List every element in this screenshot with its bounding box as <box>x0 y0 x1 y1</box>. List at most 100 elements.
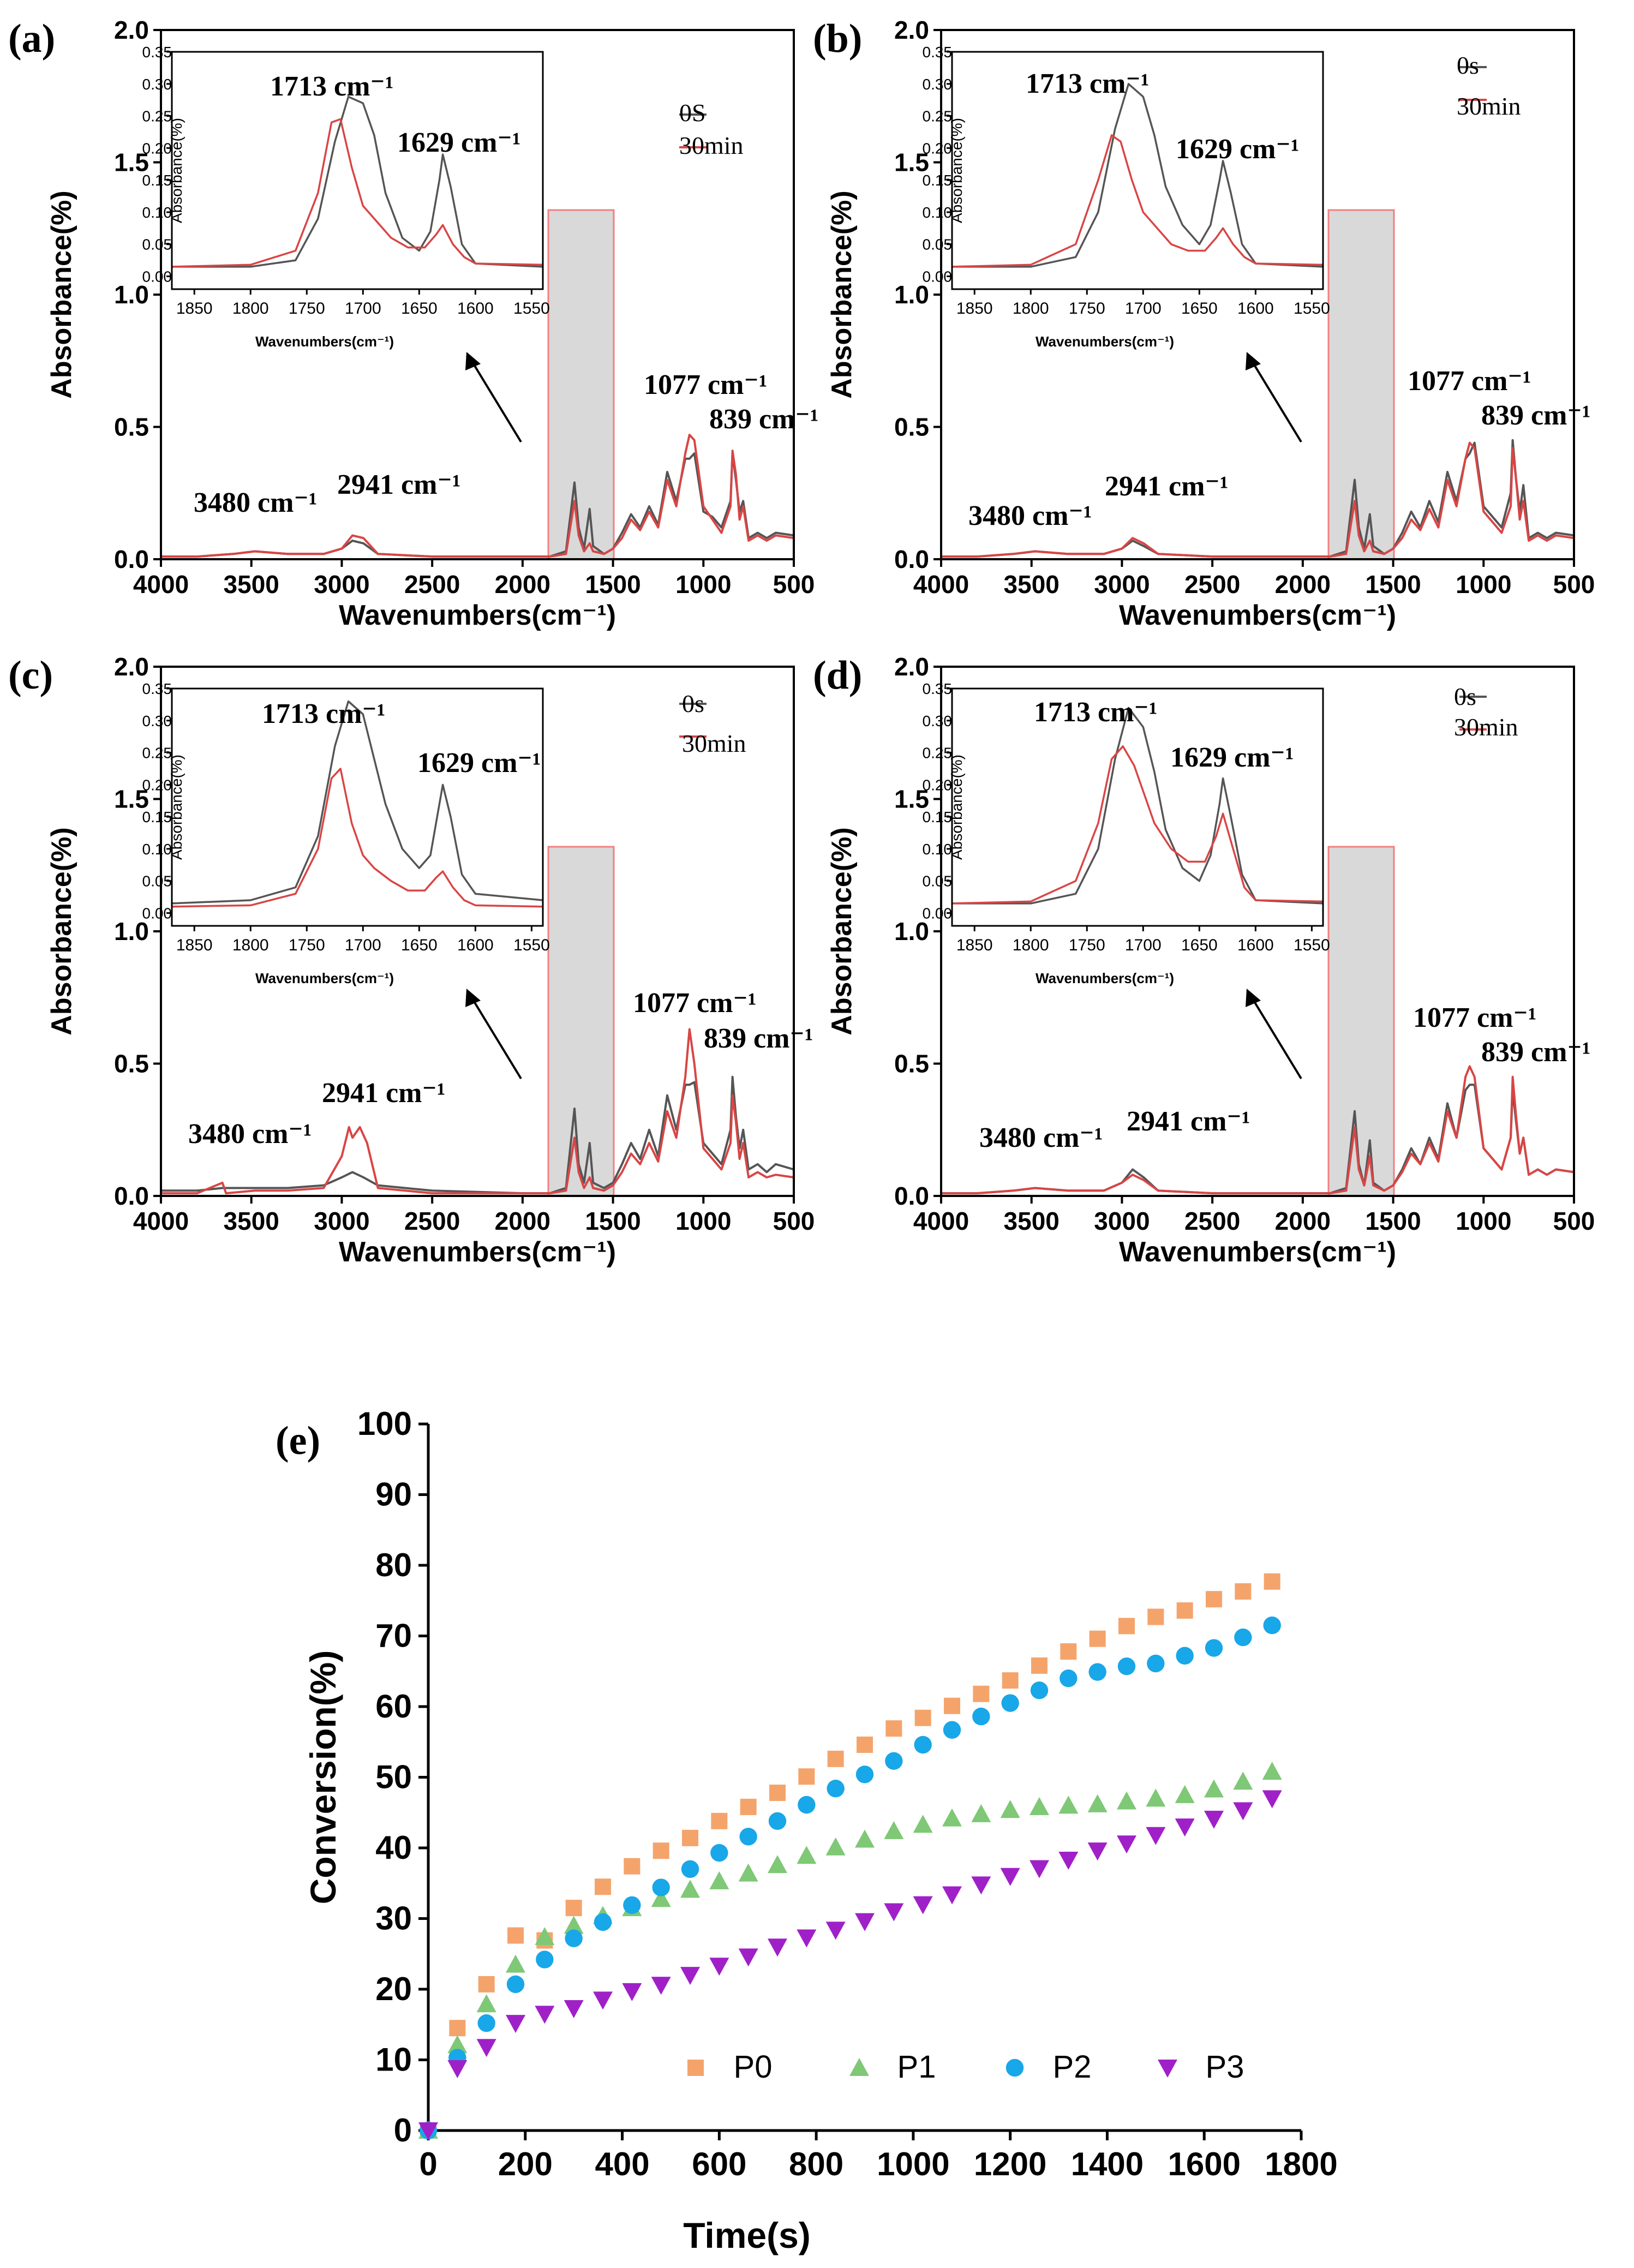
inset-background <box>172 52 543 289</box>
data-point-P1 <box>971 1804 991 1822</box>
data-point-P0 <box>1147 1608 1164 1625</box>
data-point-P0 <box>740 1798 757 1815</box>
panel-e: (e) 0 200 400 600 800 1000 1200 1400 1600 1800 0 10… <box>276 1405 1338 2255</box>
inset-x-tick-label: 1800 <box>1013 936 1049 954</box>
inset-y-tick-label: 0.05 <box>923 873 953 890</box>
inset-x-axis-title: Wavenumbers(cm⁻¹) <box>255 333 394 350</box>
series-line-0s <box>161 1075 794 1195</box>
y-tick-label: 0.5 <box>894 1050 929 1078</box>
inset-x-tick-label: 1800 <box>232 936 269 954</box>
inset-series-line-0s <box>952 707 1324 905</box>
inset-y-tick-label: 0.00 <box>142 268 172 285</box>
peak-label-2941: 2941 cm⁻¹ <box>1105 471 1228 502</box>
panel-d: (d) 4000 3500 3000 2500 2000 1500 1000 500 0.0 0.… <box>813 653 1595 1268</box>
peak-label-839: 839 cm⁻¹ <box>1481 1037 1590 1068</box>
inset-peak-label-1713: 1713 cm⁻¹ <box>1034 697 1157 728</box>
legend-label-30min: 30min <box>1457 92 1521 120</box>
y-tick-label: 1.0 <box>894 280 929 309</box>
y-tick-label: 0.5 <box>114 1050 149 1078</box>
inset-y-tick-label: 0.25 <box>142 745 172 762</box>
data-point-P3 <box>913 1896 933 1914</box>
y-tick-label: 0.0 <box>894 1182 929 1210</box>
inset-peak-label-1629: 1629 cm⁻¹ <box>397 127 520 158</box>
data-point-P2 <box>739 1828 757 1846</box>
y-tick-label: 1.0 <box>894 917 929 946</box>
inset-y-tick-label: 0.00 <box>923 905 953 921</box>
inset-series-line-30min <box>171 118 543 268</box>
data-point-P0 <box>857 1736 873 1753</box>
highlight-region <box>1327 846 1395 1197</box>
inset-x-tick-label: 1600 <box>1237 300 1274 318</box>
x-tick-label: 3500 <box>1004 570 1060 599</box>
data-point-P2 <box>1205 1639 1223 1657</box>
data-point-P1 <box>797 1846 817 1864</box>
x-tick-label: 3000 <box>314 1207 369 1235</box>
peak-label-1077: 1077 cm⁻¹ <box>1413 1002 1536 1033</box>
data-point-P0 <box>449 2020 466 2037</box>
data-point-P3 <box>855 1913 875 1931</box>
data-point-P3 <box>1204 1810 1224 1829</box>
series-line-30min <box>161 434 794 558</box>
data-point-P1 <box>1117 1791 1136 1810</box>
data-point-P1 <box>855 1829 875 1848</box>
x-tick-label: 500 <box>1553 1207 1595 1235</box>
inset-y-tick-label: 0.00 <box>142 905 172 921</box>
data-point-P1 <box>1146 1788 1166 1807</box>
peak-label-839: 839 cm⁻¹ <box>709 404 818 435</box>
inset-x-tick-label: 1650 <box>401 300 438 318</box>
x-tick-label: 400 <box>595 2146 650 2182</box>
x-tick-label: 4000 <box>133 1207 189 1235</box>
inset-x-tick-label: 1750 <box>289 936 325 954</box>
inset-x-tick-label: 1700 <box>1125 936 1162 954</box>
highlight-region <box>547 846 615 1197</box>
y-axis-title: Absorbance(%) <box>46 190 77 398</box>
data-point-P3 <box>1087 1842 1108 1861</box>
data-point-P1 <box>942 1808 962 1827</box>
data-point-P0 <box>914 1709 931 1726</box>
inset-x-tick-label: 1700 <box>345 300 381 318</box>
inset-y-tick-label: 0.35 <box>923 44 953 61</box>
arrow-head <box>465 989 481 1007</box>
arrow-head <box>1246 352 1261 370</box>
x-tick-label: 3500 <box>1004 1207 1060 1235</box>
data-point-P1 <box>1262 1762 1282 1780</box>
data-point-P3 <box>476 2039 496 2057</box>
data-point-P1 <box>476 1994 496 2013</box>
series-line-30min <box>941 441 1575 558</box>
peak-label-839: 839 cm⁻¹ <box>1481 400 1590 431</box>
data-point-P2 <box>477 2014 495 2032</box>
inset-frame <box>171 687 544 927</box>
spectrum-plot: 4000 3500 3000 2500 2000 1500 1000 500 0.0 0.5 1.0… <box>826 653 1595 1268</box>
inset-y-axis-title: Absorbance(%) <box>168 755 185 860</box>
inset-peak-label-1629: 1629 cm⁻¹ <box>1170 742 1294 773</box>
x-tick-label: 600 <box>692 2146 746 2182</box>
inset-x-tick-label: 1850 <box>956 936 993 954</box>
data-point-P0 <box>769 1784 786 1801</box>
x-tick-label: 200 <box>498 2146 553 2182</box>
inset-peak-label-1713: 1713 cm⁻¹ <box>262 698 385 729</box>
data-point-P3 <box>797 1929 817 1948</box>
data-point-P3 <box>1262 1790 1282 1809</box>
arrow-line <box>1250 995 1302 1080</box>
y-tick-label: 10 <box>375 2042 412 2078</box>
peak-label-2941: 2941 cm⁻¹ <box>1127 1106 1250 1137</box>
inset-y-tick-label: 0.25 <box>923 108 953 125</box>
inset-peak-label-1713: 1713 cm⁻¹ <box>1026 68 1149 99</box>
y-tick-label: 1.5 <box>894 785 929 813</box>
y-tick-label: 2.0 <box>114 653 149 681</box>
inset-y-tick-label: 0.35 <box>142 44 172 61</box>
inset-x-tick-label: 1750 <box>289 300 325 318</box>
data-point-P1 <box>1175 1785 1195 1803</box>
inset-y-tick-label: 0.10 <box>923 204 953 221</box>
data-point-P0 <box>595 1878 611 1895</box>
arrow-head <box>465 352 481 370</box>
x-tick-label: 1000 <box>877 2146 949 2182</box>
inset-y-tick-label: 0.35 <box>923 680 953 697</box>
panel-label: (a) <box>8 16 55 61</box>
inset-x-tick-label: 1650 <box>401 936 438 954</box>
inset-y-tick-label: 0.05 <box>142 873 172 890</box>
data-point-P1 <box>825 1837 846 1856</box>
x-axis-title: Wavenumbers(cm⁻¹) <box>339 600 616 631</box>
data-point-P0 <box>1089 1630 1106 1647</box>
inset-y-tick-label: 0.30 <box>142 713 172 729</box>
